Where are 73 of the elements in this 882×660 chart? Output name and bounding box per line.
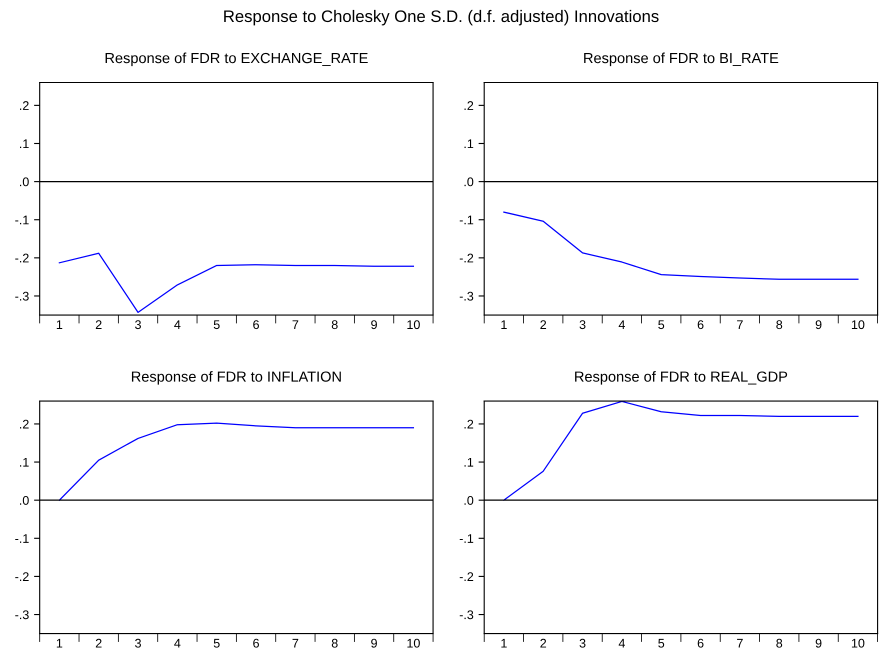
y-tick-label: .0 [464, 177, 474, 186]
x-tick-label: 6 [253, 320, 259, 330]
x-tick-label: 6 [698, 320, 704, 330]
y-tick-label: -.2 [460, 254, 474, 262]
x-tick-label: 1 [501, 320, 507, 329]
x-tick-label: 5 [658, 638, 664, 648]
x-tick-label: 4 [618, 320, 626, 329]
x-tick-label: 9 [816, 320, 822, 330]
x-tick-label: 4 [618, 638, 626, 648]
x-tick-label: 4 [174, 638, 180, 648]
x-tick-label: 8 [332, 638, 338, 648]
x-tick-label: 6 [253, 638, 259, 648]
y-tick-label: .1 [20, 458, 29, 467]
x-tick-label: 3 [135, 320, 141, 330]
line-series [58, 422, 414, 501]
x-tick-label: 9 [816, 638, 822, 648]
x-tick-label: 2 [96, 320, 102, 329]
x-tick-label: 7 [737, 638, 743, 648]
x-tick-label: 5 [214, 320, 220, 330]
x-tick-label: 9 [371, 320, 377, 330]
x-tick-label: 1 [56, 638, 62, 648]
x-tick-label: 8 [776, 320, 782, 330]
x-tick-label: 7 [737, 320, 743, 329]
y-tick-label: .1 [464, 139, 474, 148]
chart-title: Response of FDR to INFLATION [132, 371, 341, 385]
y-tick-label: -.1 [460, 534, 474, 543]
y-tick-label: -.3 [460, 610, 474, 620]
text: Response to Cholesky One S.D. (d.f. adjusted) Innovations [224, 10, 659, 26]
x-tick-label: 10 [407, 638, 420, 648]
x-tick-label: 6 [698, 638, 704, 648]
line-series [503, 401, 859, 501]
y-tick-label: -.2 [460, 572, 474, 581]
x-tick-label: 10 [852, 320, 864, 330]
y-tick-label: .1 [464, 458, 474, 467]
x-tick-label: 4 [174, 320, 180, 329]
y-tick-label: .2 [464, 420, 474, 428]
chart-title: Response of FDR to BI_RATE [584, 52, 778, 66]
y-tick-label: -.1 [15, 534, 29, 543]
x-tick-label: 8 [332, 320, 338, 330]
y-tick-label: .2 [464, 101, 474, 110]
y-tick-label: -.3 [15, 610, 29, 620]
y-tick-label: .2 [20, 101, 29, 110]
x-tick-label: 3 [580, 320, 586, 330]
x-tick-label: 7 [292, 320, 298, 329]
x-tick-label: 10 [852, 638, 864, 648]
y-tick-label: .0 [464, 496, 474, 505]
chart-title: Response of FDR to REAL_GDP [575, 371, 788, 385]
y-tick-label: .1 [20, 139, 29, 148]
x-tick-label: 5 [658, 320, 664, 330]
x-tick-label: 2 [540, 638, 546, 648]
y-tick-label: -.1 [15, 216, 29, 224]
x-tick-label: 2 [540, 320, 546, 329]
line-series [58, 252, 414, 313]
x-tick-label: 5 [214, 638, 220, 648]
y-tick-label: -.2 [15, 572, 29, 581]
x-tick-label: 3 [580, 638, 586, 648]
y-tick-label: .0 [20, 177, 29, 186]
x-tick-label: 9 [371, 638, 377, 648]
x-tick-label: 1 [501, 638, 507, 648]
y-tick-label: -.1 [460, 216, 474, 224]
line-series [503, 211, 859, 280]
y-tick-label: .2 [20, 420, 29, 428]
x-tick-label: 1 [56, 320, 62, 329]
x-tick-label: 2 [96, 638, 102, 648]
x-tick-label: 7 [292, 638, 298, 648]
x-tick-label: 3 [135, 638, 141, 648]
x-tick-label: 8 [776, 638, 782, 648]
chart-title: Response of FDR to EXCHANGE_RATE [106, 52, 368, 66]
y-tick-label: .0 [20, 496, 29, 505]
x-tick-label: 10 [407, 320, 420, 330]
y-tick-label: -.3 [460, 292, 474, 301]
y-tick-label: -.3 [15, 292, 29, 301]
y-tick-label: -.2 [15, 254, 29, 262]
